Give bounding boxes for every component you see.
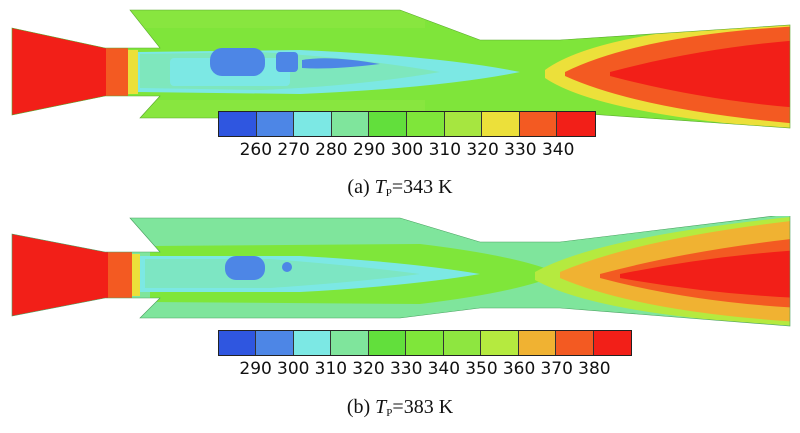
caption-b-subscript: P xyxy=(386,407,393,419)
legend-swatch xyxy=(593,331,631,355)
legend-swatch xyxy=(256,331,294,355)
temperature-field-a xyxy=(11,9,791,129)
legend-tick-label: 340 xyxy=(541,140,575,160)
legend-tick-label: 310 xyxy=(428,140,462,160)
legend-swatch xyxy=(482,112,520,136)
legend-tick-label: 380 xyxy=(578,359,611,379)
legend-tick-label: 300 xyxy=(277,359,310,379)
legend-tick-label: 290 xyxy=(352,140,386,160)
legend-swatch xyxy=(518,331,557,355)
color-legend-a xyxy=(218,111,596,137)
legend-tick-label: 320 xyxy=(466,140,499,160)
caption-a-subscript: P xyxy=(385,187,392,199)
legend-tick-label: 340 xyxy=(427,359,461,379)
legend-tick-label: 370 xyxy=(540,359,573,379)
legend-swatch xyxy=(219,331,257,355)
legend-swatch xyxy=(519,112,558,136)
legend-tick-label: 350 xyxy=(465,359,498,379)
legend-tick-label: 330 xyxy=(504,140,537,160)
caption-a-value: =343 K xyxy=(391,176,453,198)
caption-b-prefix: (b) xyxy=(346,396,376,418)
caption-b-value: =383 K xyxy=(392,396,454,418)
legend-swatch xyxy=(443,331,482,355)
legend-swatch xyxy=(481,331,519,355)
legend-tick-label: 290 xyxy=(239,359,272,379)
legend-tick-label: 270 xyxy=(277,140,310,160)
legend-ticks-a: 260 270 280 290 300 310 320 330 340 xyxy=(218,140,596,162)
legend-swatch xyxy=(256,112,295,136)
legend-swatch xyxy=(444,112,483,136)
legend-swatch xyxy=(406,112,445,136)
legend-swatch xyxy=(368,331,407,355)
legend-swatch xyxy=(331,112,370,136)
legend-swatch xyxy=(293,331,332,355)
caption-a: (a) TP=343 K xyxy=(0,176,800,199)
legend-swatch xyxy=(406,331,444,355)
legend-ticks-b: 290 300 310 320 330 340 350 360 370 380 xyxy=(218,359,632,381)
nozzle-domain-b xyxy=(12,216,790,326)
panel-b: 290 300 310 320 330 340 350 360 370 380 (b) TP=38… xyxy=(0,216,800,433)
caption-b-symbol: T xyxy=(375,396,387,418)
legend-tick-label: 280 xyxy=(315,140,348,160)
legend-tick-label: 320 xyxy=(352,359,385,379)
panel-a: 260 270 280 290 300 310 320 330 340 (a) TP=343 K xyxy=(0,0,800,216)
legend-swatch xyxy=(369,112,407,136)
legend-swatch xyxy=(294,112,332,136)
color-legend-b xyxy=(218,330,632,356)
legend-swatch xyxy=(556,331,594,355)
caption-b: (b) TP=383 K xyxy=(0,396,800,419)
caption-a-prefix: (a) xyxy=(347,176,375,198)
legend-tick-label: 260 xyxy=(239,140,273,160)
legend-swatch xyxy=(331,331,369,355)
legend-swatch xyxy=(219,112,257,136)
legend-tick-label: 300 xyxy=(390,140,424,160)
legend-swatch xyxy=(557,112,595,136)
legend-tick-label: 330 xyxy=(389,359,423,379)
caption-a-symbol: T xyxy=(374,176,386,198)
legend-tick-label: 310 xyxy=(314,359,348,379)
temperature-field-b xyxy=(11,216,791,327)
legend-tick-label: 360 xyxy=(502,359,536,379)
